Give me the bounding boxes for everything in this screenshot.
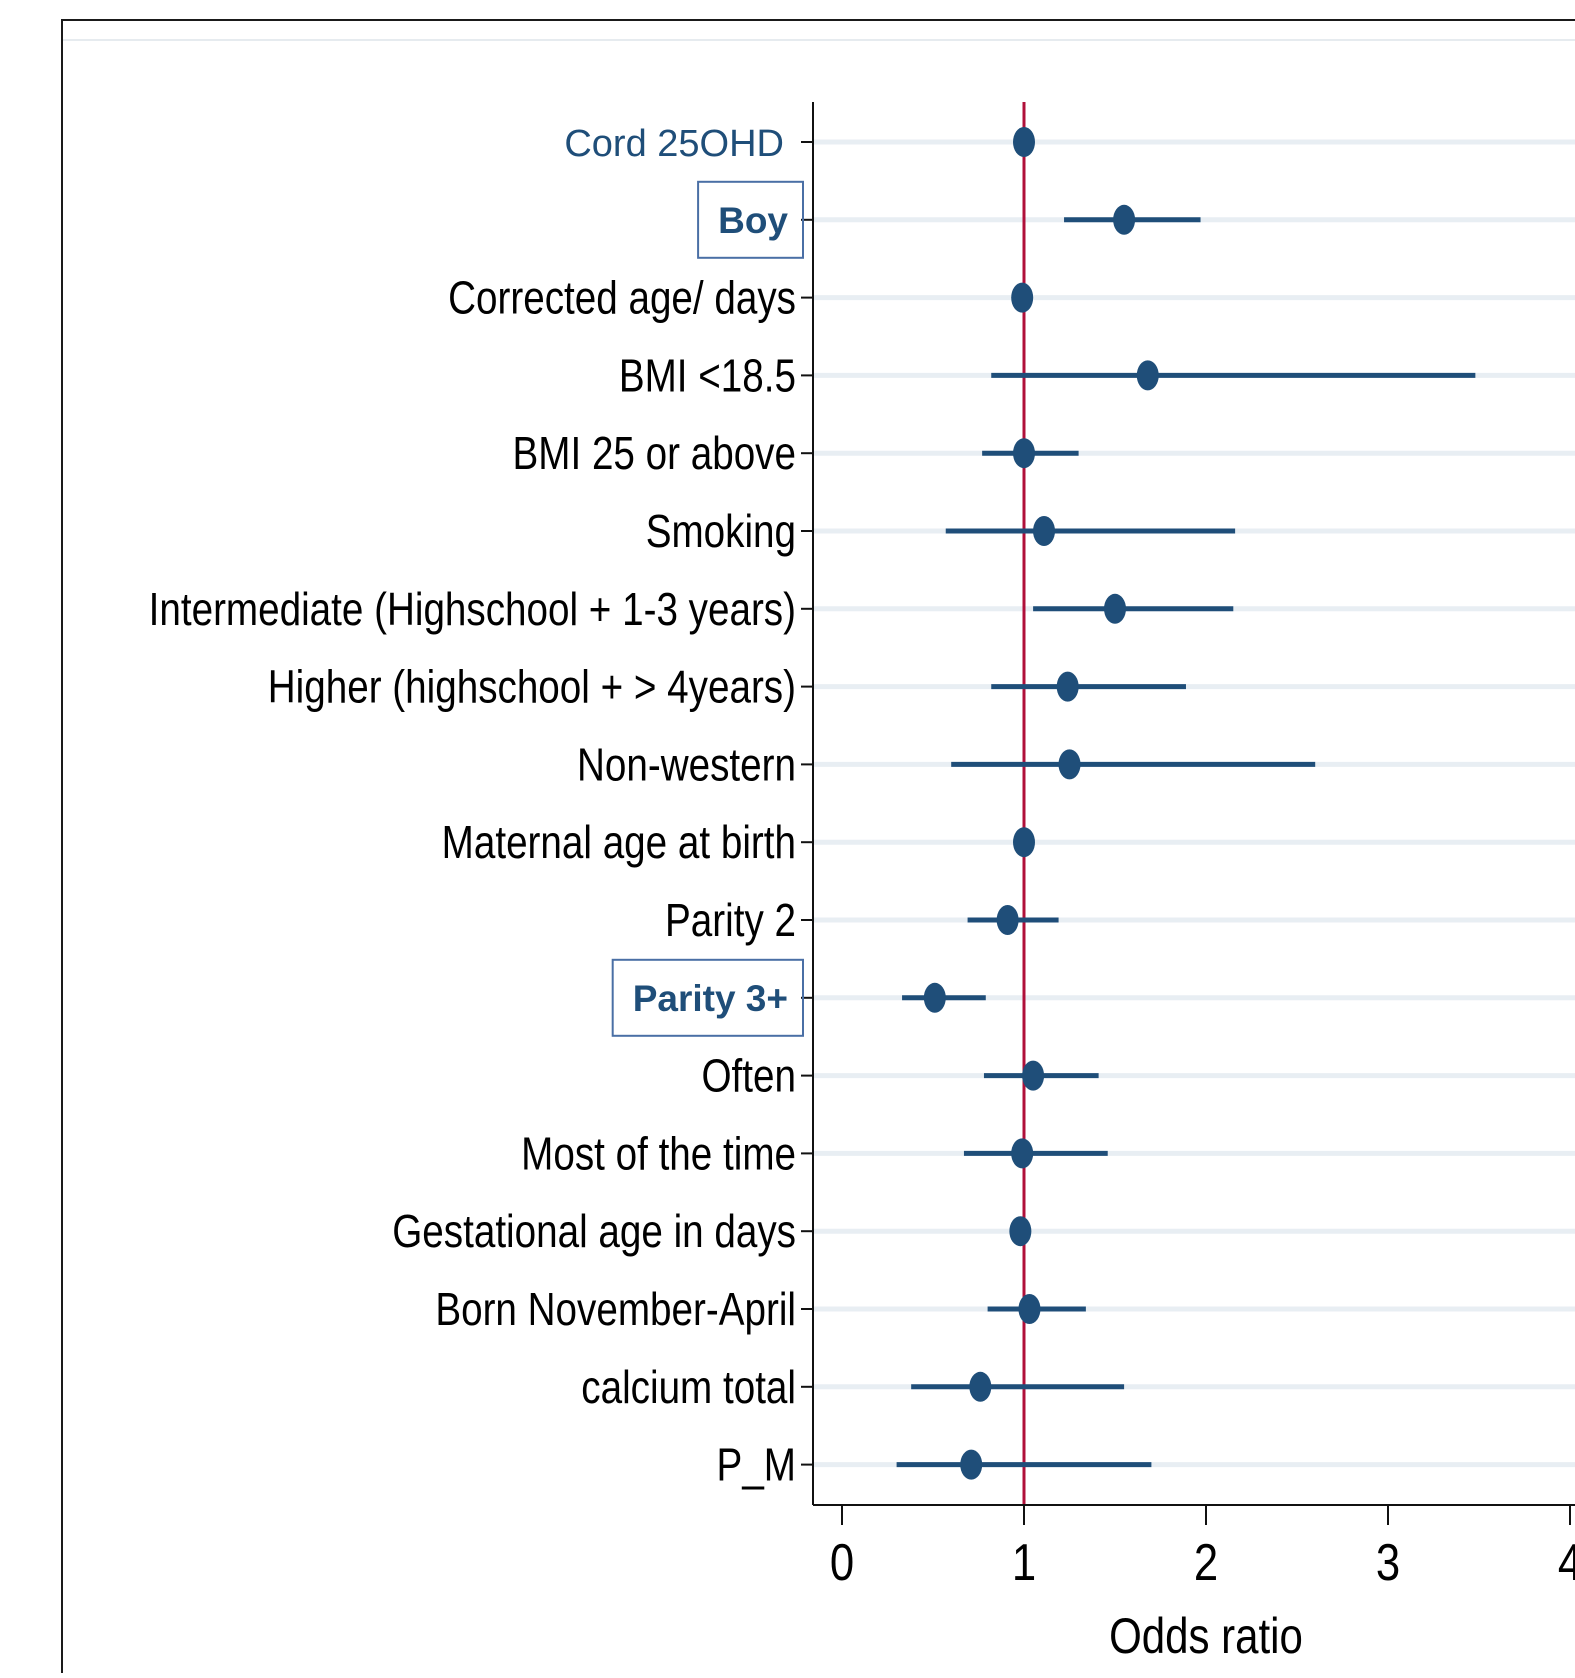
point-estimate xyxy=(1113,204,1136,235)
x-tick-label: 4 xyxy=(1558,1535,1575,1592)
gridlines xyxy=(813,139,1575,1468)
x-tick-label: 1 xyxy=(1012,1535,1036,1592)
point-estimate xyxy=(1104,593,1126,624)
row-label: Born November-April xyxy=(435,1284,796,1335)
point-estimate xyxy=(1011,1138,1034,1169)
x-axis-label: Odds ratio xyxy=(1109,1608,1303,1664)
x-tick-label: 3 xyxy=(1376,1535,1400,1592)
point-estimate xyxy=(1013,827,1035,858)
row-label: Boy xyxy=(718,200,788,241)
x-tick-label: 2 xyxy=(1194,1535,1218,1592)
forest-rows: Cord 25OHD Boy Corrected age/ days BMI <18.… xyxy=(149,123,1476,1490)
row-label: Non-western xyxy=(577,739,796,790)
point-estimate xyxy=(1013,438,1035,469)
point-estimate xyxy=(1033,516,1056,546)
point-estimate xyxy=(960,1449,983,1480)
row-label: Higher (highschool + > 4years) xyxy=(268,661,796,712)
row-label: P_M xyxy=(717,1439,796,1490)
row-label: Gestational age in days xyxy=(392,1206,796,1257)
point-estimate xyxy=(996,905,1019,935)
point-estimate xyxy=(1022,1060,1045,1091)
point-estimate xyxy=(1009,1216,1032,1247)
row-label: Smoking xyxy=(646,506,796,557)
point-estimate xyxy=(1136,360,1159,391)
row-label: Most of the time xyxy=(521,1128,796,1179)
x-tick-label: 0 xyxy=(830,1535,854,1592)
row-label: Intermediate (Highschool + 1-3 years) xyxy=(149,584,796,635)
row-label: BMI 25 or above xyxy=(513,428,796,479)
point-estimate xyxy=(1058,749,1081,780)
x-axis-ticks: 0 1 2 3 4 xyxy=(830,1505,1575,1592)
point-estimate xyxy=(1056,671,1079,702)
row-label: Cord 25OHD xyxy=(564,123,784,165)
axes xyxy=(801,102,1575,1506)
point-estimate xyxy=(1013,127,1035,157)
row-label: Parity 3+ xyxy=(633,978,788,1019)
row-label: Corrected age/ days xyxy=(448,272,796,323)
point-estimate xyxy=(923,982,946,1013)
row-label: calcium total xyxy=(581,1362,796,1413)
plot-outer-border xyxy=(61,19,1575,1678)
row-label-highlight-box xyxy=(611,958,804,1037)
row-label: BMI <18.5 xyxy=(619,350,796,401)
row-label: Often xyxy=(702,1050,796,1101)
point-estimate xyxy=(969,1371,992,1402)
row-label-highlight-box xyxy=(697,180,804,259)
row-label: Parity 2 xyxy=(665,895,796,946)
row-label: Maternal age at birth xyxy=(442,817,796,868)
point-estimate xyxy=(1018,1294,1041,1324)
point-estimate xyxy=(1011,282,1034,313)
